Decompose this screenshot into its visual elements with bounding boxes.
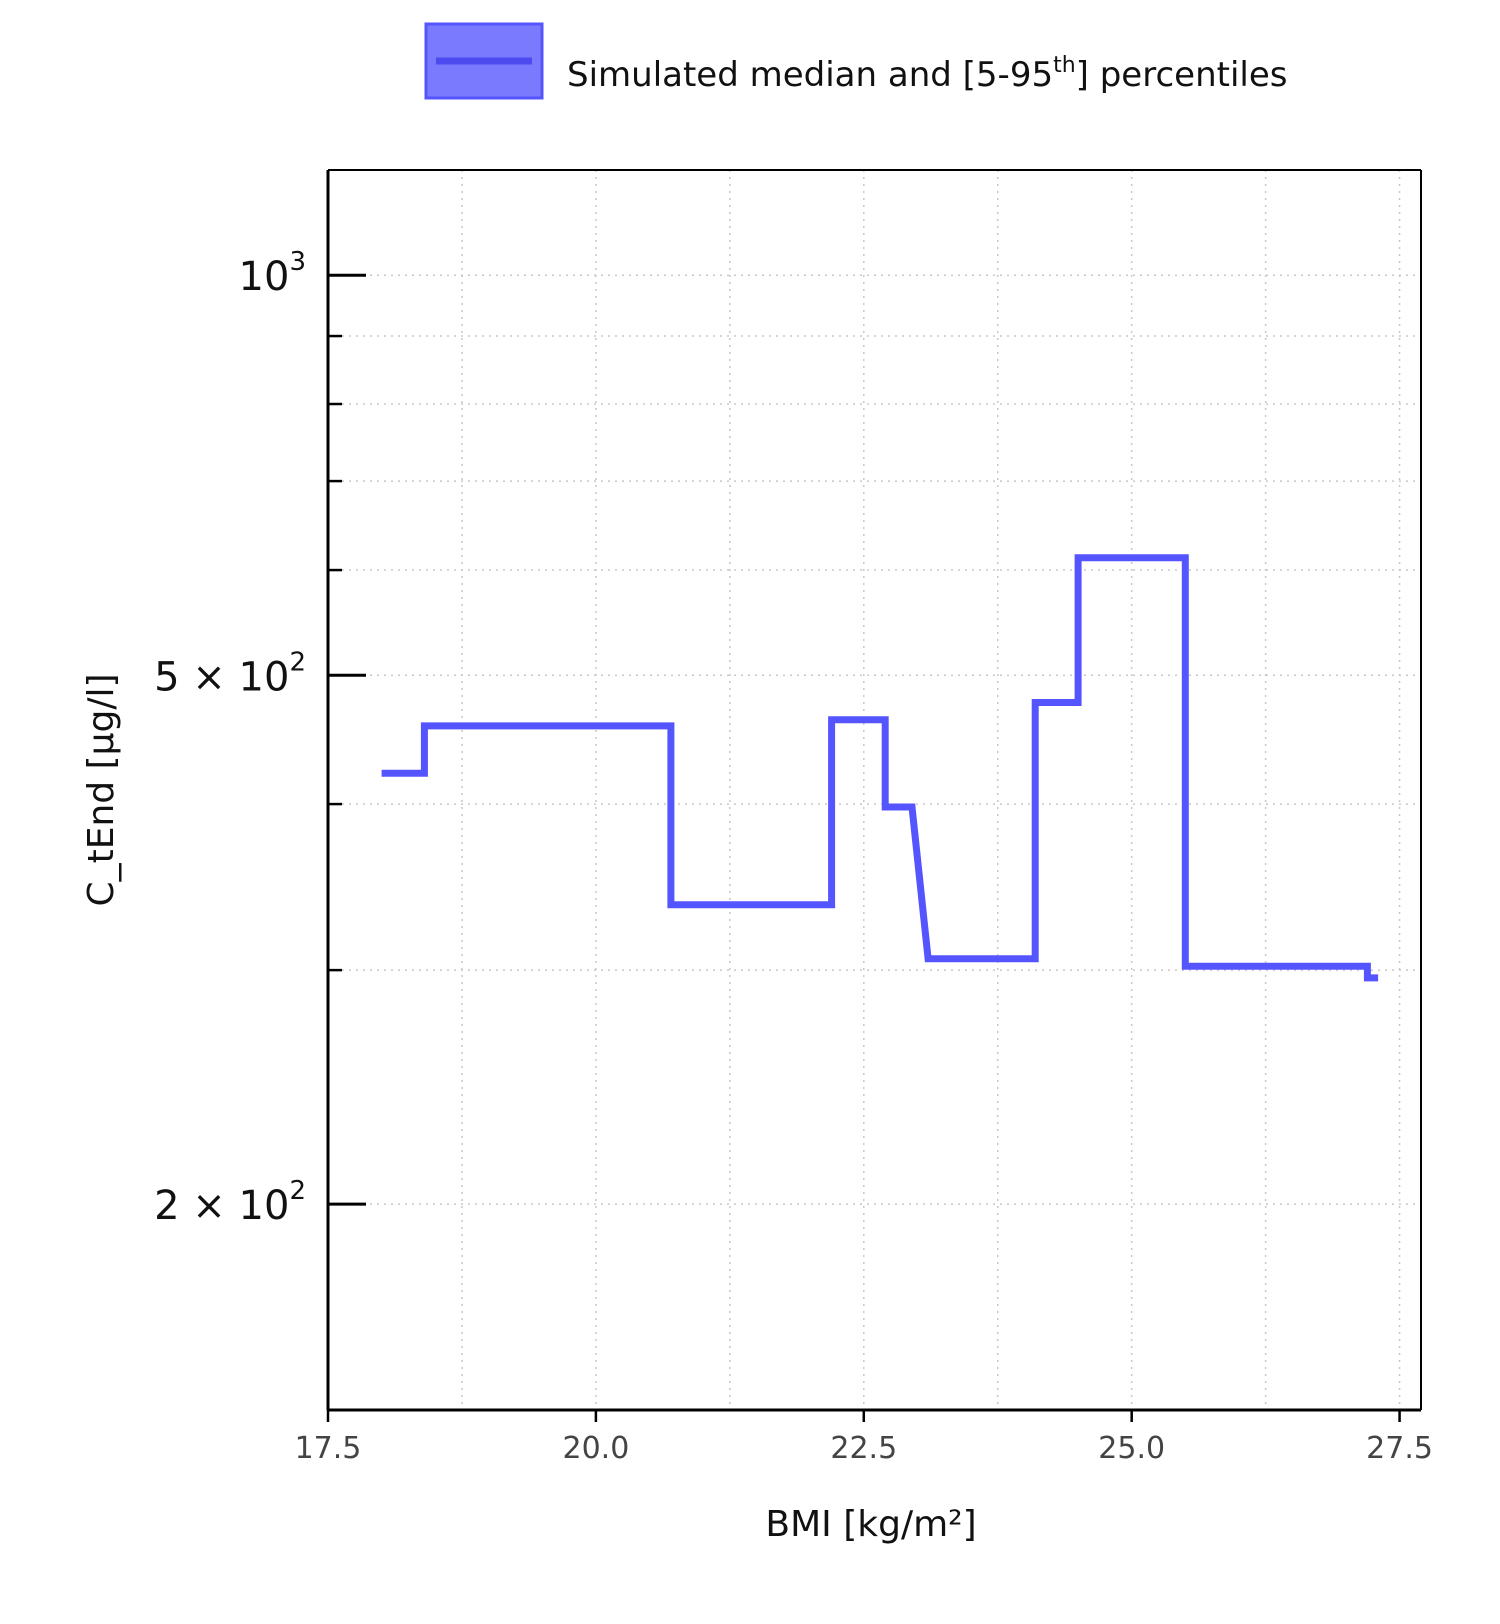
legend-label-sup: th xyxy=(1053,53,1076,78)
plot-frame xyxy=(326,169,1422,1412)
series-layer xyxy=(381,554,1379,982)
series-line xyxy=(381,554,1379,982)
x-axis-title: BMI [kg/m²] xyxy=(765,1504,976,1545)
x-tick-label: 25.0 xyxy=(1098,1431,1165,1466)
legend-label: Simulated median and [5-95th] percentile… xyxy=(567,53,1287,95)
y-tick-label: 103 xyxy=(239,247,306,300)
y-tick-label: 2 × 102 xyxy=(154,1176,306,1229)
legend-label-end: ] percentiles xyxy=(1076,55,1288,95)
grid xyxy=(328,170,1421,1410)
y-tick-label: 5 × 102 xyxy=(154,647,306,700)
x-axis-ticks: 17.5 20.0 22.5 25.0 27.5 xyxy=(295,1410,1433,1466)
y-axis-title: C_tEnd [µg/l] xyxy=(81,673,122,906)
x-tick-label: 27.5 xyxy=(1366,1431,1433,1466)
x-tick-label: 22.5 xyxy=(830,1431,897,1466)
x-tick-label: 20.0 xyxy=(562,1431,629,1466)
y-axis-ticks: 103 5 × 102 2 × 102 xyxy=(154,247,366,1229)
legend: Simulated median and [5-95th] percentile… xyxy=(424,22,1287,100)
x-tick-label: 17.5 xyxy=(295,1431,362,1466)
